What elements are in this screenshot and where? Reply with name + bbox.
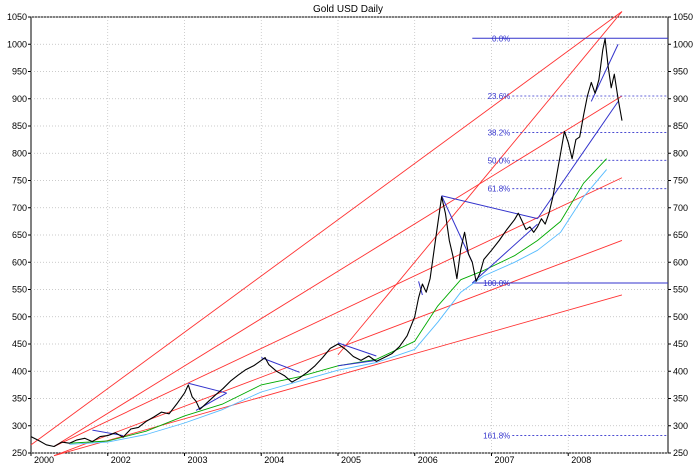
y-tick-label-left: 650 [12, 230, 27, 240]
fibonacci-level-label: 61.8% [488, 185, 511, 194]
y-tick-label-right: 450 [673, 339, 688, 349]
fibonacci-level-label: 38.2% [488, 129, 511, 138]
fibonacci-level-label: 161.8% [483, 432, 510, 441]
pattern-line [418, 281, 423, 296]
y-tick-label-left: 950 [12, 67, 27, 77]
y-tick-label-right: 600 [673, 257, 688, 267]
y-tick-label-right: 650 [673, 230, 688, 240]
y-tick-label-left: 500 [12, 312, 27, 322]
y-tick-label-left: 750 [12, 176, 27, 186]
price-series-line [30, 38, 623, 448]
fibonacci-level-label: 50.0% [488, 156, 511, 165]
pattern-line [471, 223, 538, 284]
y-tick-label-left: 350 [12, 394, 27, 404]
x-tick-label: 2008 [571, 455, 591, 465]
y-tick-label-left: 450 [12, 339, 27, 349]
x-axis: 2000 2002 2003 2004 2005 2006 2007 2008 [30, 453, 591, 465]
y-tick-label-right: 500 [673, 312, 688, 322]
x-tick-label: 2000 [34, 455, 54, 465]
y-tick-label-right: 550 [673, 285, 688, 295]
moving-average-line [69, 169, 607, 445]
y-tick-label-left: 900 [12, 94, 27, 104]
pattern-line [441, 195, 538, 220]
trend-line [53, 95, 623, 447]
y-tick-label-right: 900 [673, 94, 688, 104]
x-tick-label: 2006 [418, 455, 438, 465]
y-tick-label-left: 400 [12, 366, 27, 376]
fibonacci-level-label: 0.0% [492, 34, 510, 43]
y-tick-label-right: 350 [673, 394, 688, 404]
y-tick-label-right: 400 [673, 366, 688, 376]
trend-line [30, 11, 623, 446]
y-tick-label-left: 850 [12, 121, 27, 131]
y-tick-label-right: 750 [673, 176, 688, 186]
x-tick-label: 2007 [494, 455, 514, 465]
x-tick-label: 2002 [111, 455, 131, 465]
pattern-line [441, 195, 473, 263]
trend-line [53, 177, 623, 447]
pattern-line [337, 359, 377, 367]
y-axis-right: 250 300 350 400 450 500 550 600 650 700 750 800 850 9… [668, 12, 693, 458]
y-tick-label-right: 700 [673, 203, 688, 213]
y-tick-label-right: 950 [673, 67, 688, 77]
trend-line [53, 294, 623, 457]
x-tick-label: 2005 [341, 455, 361, 465]
y-tick-label-left: 1000 [7, 39, 27, 49]
y-tick-label-right: 800 [673, 148, 688, 158]
fibonacci-level-label: 23.6% [488, 92, 511, 101]
y-tick-label-left: 1050 [7, 12, 27, 22]
trendline-layer [30, 11, 623, 457]
y-tick-label-left: 250 [12, 448, 27, 458]
y-tick-label-left: 300 [12, 421, 27, 431]
y-tick-label-left: 600 [12, 257, 27, 267]
fibonacci-layer: 0.0% 23.6% 38.2% 50.0% 61.8% 100.0% 161.8% [472, 34, 668, 441]
y-tick-label-right: 1050 [673, 12, 693, 22]
y-tick-label-left: 700 [12, 203, 27, 213]
y-tick-label-right: 1000 [673, 39, 693, 49]
pattern-line [537, 101, 619, 219]
price-line-layer [30, 38, 623, 448]
pattern-line [337, 342, 377, 357]
grid-layer [31, 16, 668, 454]
x-tick-label: 2003 [187, 455, 207, 465]
y-tick-label-right: 250 [673, 448, 688, 458]
y-tick-label-right: 300 [673, 421, 688, 431]
y-tick-label-right: 850 [673, 121, 688, 131]
trend-line [337, 11, 623, 356]
pattern-line [261, 357, 300, 373]
y-axis-left: 250 300 350 400 450 500 550 600 650 700 750 800 850 9… [7, 12, 31, 458]
fibonacci-level-label: 100.0% [483, 279, 510, 288]
x-tick-label: 2004 [264, 455, 284, 465]
y-tick-label-left: 550 [12, 285, 27, 295]
y-tick-label-left: 800 [12, 148, 27, 158]
chart-title: Gold USD Daily [313, 4, 383, 15]
